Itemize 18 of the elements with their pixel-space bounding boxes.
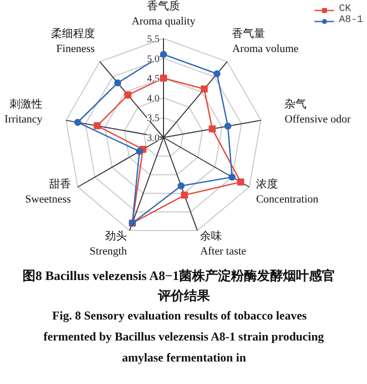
spoke-label: 甜香 Sweetness <box>25 177 71 206</box>
spoke-label: 杂气 Offensive odor <box>284 97 352 126</box>
y-tick-label: 5.5 <box>147 34 160 45</box>
spoke-label: 刺激性 Irritancy <box>4 97 43 126</box>
text: Fig. 8 Sensory evaluation results of tobacco leaves fermented by Bacillus velezensis A8-1 strain producing amylase fermentation in <box>43 308 324 364</box>
y-tick-label: 4.0 <box>147 93 160 104</box>
y-tick-label: 5.0 <box>147 54 160 65</box>
spoke-label: 浓度 Concentration <box>256 177 319 206</box>
spoke-label: 余味 After taste <box>200 230 246 258</box>
legend-label: CK <box>338 4 352 15</box>
y-tick-label: 3.5 <box>147 113 160 124</box>
legend-label: A8-1 <box>338 15 363 26</box>
text: 图8 Bacillus velezensis A8−1菌株产淀粉酶发酵烟叶感官评价结果 <box>22 268 336 303</box>
spoke-label: 柔细程度 Fineness <box>50 27 95 56</box>
y-tick-label: 3.0 <box>147 133 160 144</box>
spoke-label: 劲头 Strength <box>90 230 128 258</box>
y-tick-label: 4.5 <box>147 74 160 85</box>
spoke-label: 香气量 Aroma volume <box>232 27 299 56</box>
